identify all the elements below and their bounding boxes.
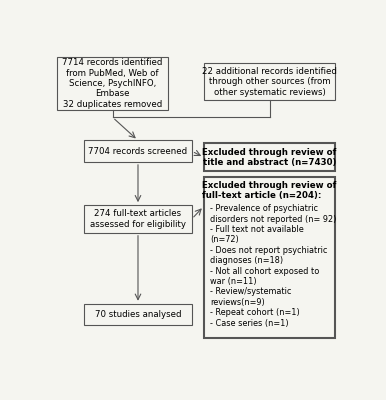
Text: 7704 records screened: 7704 records screened [88,147,188,156]
Text: 7714 records identified
from PubMed, Web of
Science, PsychINFO,
Embase
32 duplic: 7714 records identified from PubMed, Web… [63,58,163,109]
Text: Excluded through review of
full-text article (n=204):: Excluded through review of full-text art… [202,181,337,200]
Text: 22 additional records identified
through other sources (from
other systematic re: 22 additional records identified through… [202,67,337,97]
FancyBboxPatch shape [57,57,168,110]
FancyBboxPatch shape [84,205,192,233]
FancyBboxPatch shape [84,140,192,162]
FancyBboxPatch shape [204,177,335,338]
FancyBboxPatch shape [84,304,192,325]
FancyBboxPatch shape [204,64,335,100]
Text: 274 full-text articles
assessed for eligibility: 274 full-text articles assessed for elig… [90,209,186,229]
Text: - Prevalence of psychiatric
disorders not reported (n= 92)
- Full text not avail: - Prevalence of psychiatric disorders no… [210,204,336,328]
FancyBboxPatch shape [204,144,335,171]
Text: Excluded through review of
title and abstract (n=7430): Excluded through review of title and abs… [202,148,337,167]
Text: 70 studies analysed: 70 studies analysed [95,310,181,319]
